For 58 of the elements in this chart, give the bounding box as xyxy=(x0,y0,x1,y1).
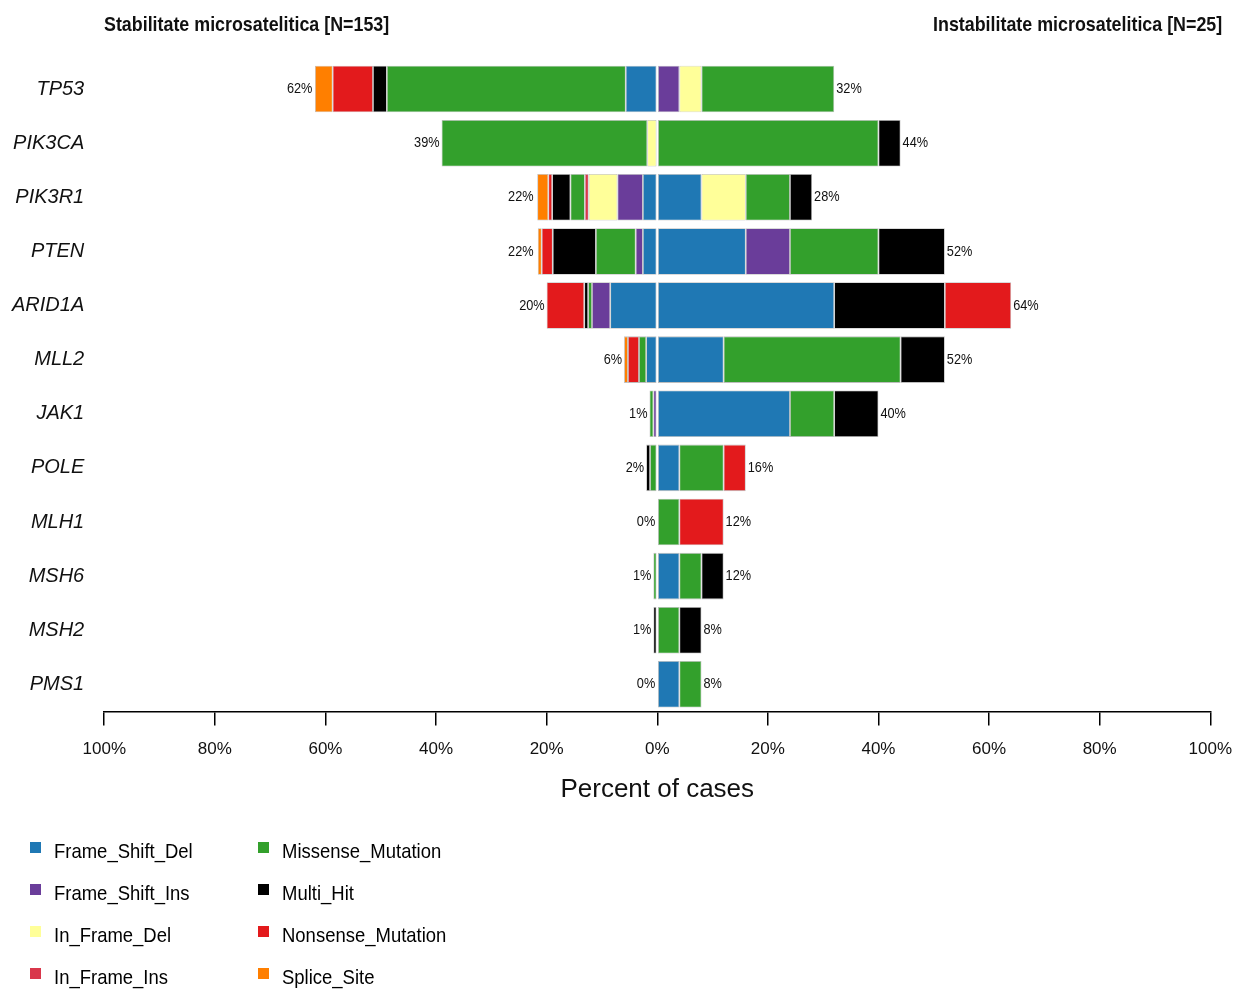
x-tick-label: 100% xyxy=(82,739,126,759)
annotation: 52% xyxy=(946,241,973,259)
annotation: 44% xyxy=(902,133,929,151)
legend-label: In_Frame_Del xyxy=(54,922,172,948)
legend-label: Splice_Site xyxy=(282,964,375,990)
annotation: 64% xyxy=(1013,295,1039,313)
y-tick-label: MLH1 xyxy=(30,509,85,532)
y-tick-label: TP53 xyxy=(36,76,85,99)
y-tick-label: PTEN xyxy=(30,238,85,261)
legend-label: In_Frame_Ins xyxy=(54,964,169,990)
legend-label: Frame_Shift_Del xyxy=(54,838,193,864)
y-tick-label: MSH6 xyxy=(28,563,86,586)
x-tick-label: 40% xyxy=(419,739,454,759)
annotation: 8% xyxy=(703,674,722,692)
annotation: 0% xyxy=(636,512,656,530)
y-tick-label: PMS1 xyxy=(29,671,85,694)
x-tick-label: 0% xyxy=(644,739,670,759)
annotation: 8% xyxy=(703,620,722,638)
annotation: 20% xyxy=(519,295,545,313)
annotation: 1% xyxy=(632,620,652,638)
y-tick-label: ARID1A xyxy=(11,293,85,316)
annotation: 1% xyxy=(632,566,652,584)
y-tick-label: JAK1 xyxy=(35,401,85,424)
y-tick-label: MSH2 xyxy=(28,617,85,640)
x-tick-label: 80% xyxy=(1082,739,1117,759)
chart-title: Stabilitate microsatelitica [N=153] xyxy=(104,12,390,36)
legend-label: Nonsense_Mutation xyxy=(282,922,447,948)
annotation: 12% xyxy=(725,566,752,584)
annotation: 12% xyxy=(725,512,752,530)
x-tick-label: 80% xyxy=(197,739,232,759)
x-tick-label: 60% xyxy=(972,739,1007,759)
chart-subtitle: Instabilitate microsatelitica [N=25] xyxy=(932,12,1222,36)
legend-label: Multi_Hit xyxy=(282,880,354,906)
annotation: 6% xyxy=(603,349,623,368)
annotation: 62% xyxy=(286,79,313,97)
annotation: 32% xyxy=(836,79,862,97)
y-tick-label: POLE xyxy=(30,455,85,478)
x-tick-label: 60% xyxy=(308,739,343,759)
annotation: 22% xyxy=(508,241,534,259)
annotation: 39% xyxy=(414,133,440,151)
x-tick-label: 20% xyxy=(529,739,564,759)
y-tick-label: PIK3CA xyxy=(13,130,85,153)
annotation: 28% xyxy=(814,187,840,205)
annotation: 2% xyxy=(625,458,645,476)
x-tick-label: 40% xyxy=(861,739,896,759)
x-tick-label: 100% xyxy=(1188,739,1232,759)
annotation: 52% xyxy=(946,349,973,368)
annotation: 40% xyxy=(880,403,906,422)
legend-label: Frame_Shift_Ins xyxy=(54,880,190,906)
x-tick-label: 20% xyxy=(750,739,785,759)
annotation: 1% xyxy=(629,403,648,422)
legend-label: Missense_Mutation xyxy=(282,838,442,864)
annotation: 16% xyxy=(747,458,774,476)
annotation: 22% xyxy=(508,187,534,205)
x-axis-title: Percent of cases xyxy=(560,772,755,803)
y-tick-label: PIK3R1 xyxy=(15,184,85,207)
y-tick-label: MLL2 xyxy=(34,347,85,370)
annotation: 0% xyxy=(636,674,656,692)
